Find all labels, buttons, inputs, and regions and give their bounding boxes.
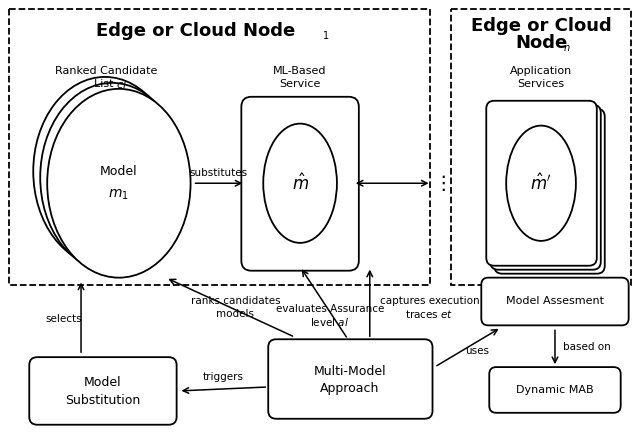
- Text: Dynamic MAB: Dynamic MAB: [516, 385, 594, 395]
- Text: Substitution: Substitution: [65, 394, 141, 408]
- Text: ranks candidates: ranks candidates: [191, 297, 280, 306]
- Text: captures execution: captures execution: [380, 297, 479, 306]
- Text: models: models: [216, 309, 254, 319]
- Ellipse shape: [33, 77, 177, 266]
- FancyBboxPatch shape: [490, 105, 601, 270]
- FancyBboxPatch shape: [489, 367, 621, 413]
- Text: evaluates Assurance: evaluates Assurance: [276, 305, 384, 314]
- FancyBboxPatch shape: [481, 278, 628, 325]
- Text: $\hat{m}$: $\hat{m}$: [292, 173, 308, 194]
- Bar: [451, 9, 630, 285]
- FancyBboxPatch shape: [268, 339, 433, 419]
- FancyBboxPatch shape: [494, 109, 605, 274]
- Text: $cl$: $cl$: [116, 78, 127, 90]
- Ellipse shape: [506, 126, 576, 241]
- Text: Approach: Approach: [320, 382, 380, 396]
- Text: Ranked Candidate: Ranked Candidate: [55, 66, 157, 76]
- Text: Node: Node: [515, 34, 567, 52]
- Bar: [10, 9, 429, 285]
- Text: Application: Application: [510, 66, 572, 76]
- Text: List: List: [95, 79, 117, 89]
- Text: based on: based on: [563, 342, 611, 352]
- Ellipse shape: [47, 89, 191, 278]
- Text: traces $et$: traces $et$: [405, 309, 454, 321]
- Text: level $al$: level $al$: [310, 317, 349, 329]
- Text: $_1$: $_1$: [323, 28, 330, 42]
- Text: substitutes: substitutes: [189, 168, 248, 178]
- FancyBboxPatch shape: [241, 97, 359, 271]
- FancyBboxPatch shape: [29, 357, 177, 425]
- Text: triggers: triggers: [203, 372, 244, 382]
- FancyBboxPatch shape: [486, 101, 596, 266]
- Ellipse shape: [40, 83, 184, 272]
- Text: Edge or Cloud: Edge or Cloud: [470, 17, 611, 35]
- Text: Multi-Model: Multi-Model: [314, 365, 386, 377]
- Text: $m_1$: $m_1$: [109, 188, 129, 202]
- Text: Model: Model: [84, 377, 122, 389]
- Text: Edge or Cloud Node: Edge or Cloud Node: [96, 22, 295, 40]
- Text: selects: selects: [46, 314, 83, 325]
- Text: $\hat{m}'$: $\hat{m}'$: [531, 173, 552, 194]
- Text: Services: Services: [518, 79, 564, 89]
- Text: uses: uses: [465, 346, 490, 356]
- Text: $_n$: $_n$: [563, 40, 571, 54]
- Text: Service: Service: [280, 79, 321, 89]
- Ellipse shape: [263, 123, 337, 243]
- Text: Model: Model: [100, 165, 138, 178]
- Text: ⋮: ⋮: [434, 174, 453, 193]
- Text: ML-Based: ML-Based: [273, 66, 327, 76]
- Text: Model Assesment: Model Assesment: [506, 297, 604, 306]
